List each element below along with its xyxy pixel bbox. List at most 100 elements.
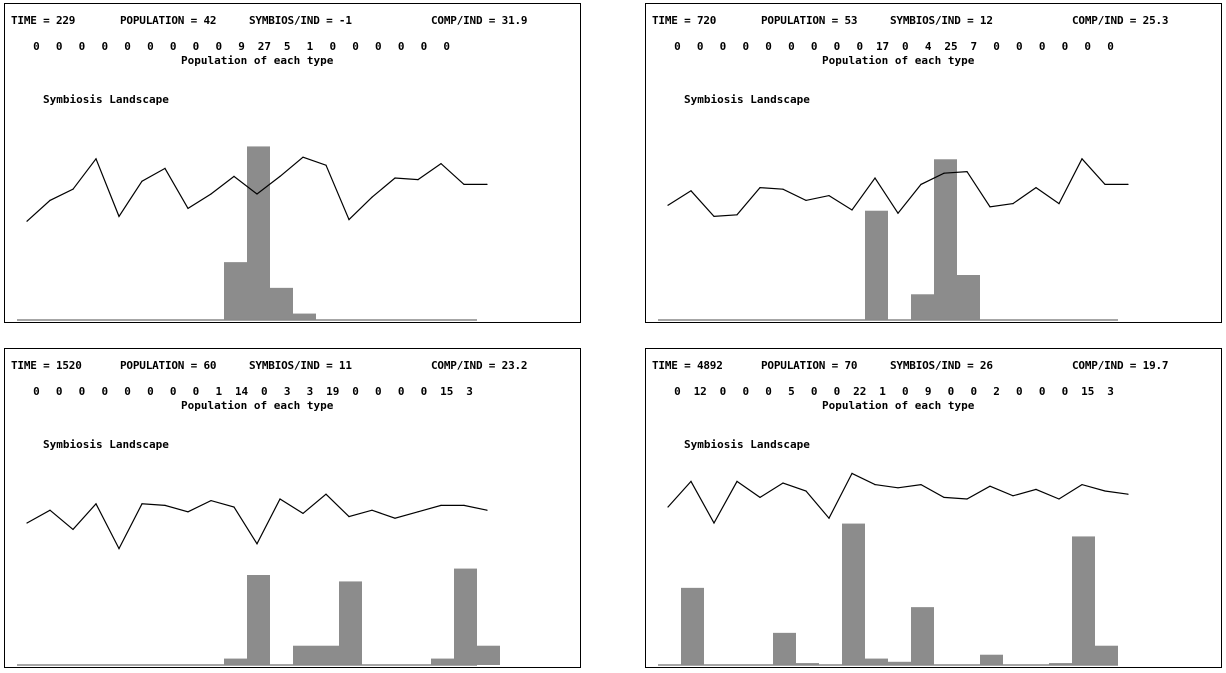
landscape-point: [989, 485, 991, 487]
population-count: 0: [215, 40, 223, 53]
symbios-readout: SYMBIOS/IND = 26: [890, 359, 993, 372]
landscape-point: [371, 196, 373, 198]
landscape-point: [486, 509, 488, 511]
landscape-point: [417, 511, 419, 513]
population-count: 0: [124, 40, 131, 53]
population-count: 0: [397, 385, 405, 398]
population-count: 0: [169, 385, 177, 398]
landscape-point: [897, 487, 899, 489]
population-count: 9: [238, 40, 245, 53]
landscape-point: [1012, 203, 1014, 205]
population-count: 0: [833, 40, 841, 53]
landscape-point: [736, 480, 738, 482]
landscape-title: Symbiosis Landscape: [684, 438, 810, 451]
population-bar: [477, 645, 500, 665]
population-count: 5: [788, 385, 795, 398]
population-readout: POPULATION = 42: [120, 14, 217, 27]
population-count: 3: [283, 385, 291, 398]
landscape-point: [966, 498, 968, 500]
population-count: 7: [970, 40, 978, 53]
population-count: 25: [944, 40, 958, 53]
landscape-point: [233, 506, 235, 508]
population-count: 0: [902, 385, 909, 398]
population-count: 0: [696, 40, 704, 53]
landscape-point: [943, 496, 945, 498]
landscape-point: [256, 543, 258, 545]
population-count: 0: [810, 40, 818, 53]
landscape-title: Symbiosis Landscape: [684, 93, 810, 106]
landscape-point: [49, 199, 51, 201]
population-bar: [796, 663, 819, 665]
population-bar: [224, 262, 247, 320]
population-count: 0: [261, 385, 268, 398]
landscape-chart: [658, 472, 1129, 666]
population-counts: 0 0 0 0 0 0 0 0 0 9 27 5 1 0 0 0 0 0 0: [25, 40, 458, 53]
landscape-point: [440, 504, 442, 506]
population-counts: 0 0 0 0 0 0 0 0 0 17 0 4 25 7 0 0 0 0 0 0: [666, 40, 1122, 53]
population-count: 0: [192, 385, 200, 398]
landscape-line: [667, 157, 1128, 218]
landscape-point: [164, 504, 166, 506]
population-count: 0: [1016, 385, 1023, 398]
population-count: 0: [101, 40, 109, 53]
population-count: 0: [78, 40, 86, 53]
landscape-point: [989, 206, 991, 208]
landscape-point: [805, 490, 807, 492]
landscape-point: [1035, 187, 1037, 189]
landscape-point: [233, 175, 235, 177]
landscape-point: [920, 484, 922, 486]
landscape-point: [440, 163, 442, 165]
landscape-point: [26, 220, 28, 222]
landscape-point: [95, 503, 97, 505]
population-count: 12: [693, 385, 707, 398]
landscape-chart: [658, 157, 1129, 321]
population-bar: [911, 294, 934, 320]
population-count: 0: [674, 385, 681, 398]
landscape-point: [1127, 493, 1129, 495]
landscape-point: [920, 183, 922, 185]
population-counts: 0 0 0 0 0 0 0 0 1 14 0 3 3 19 0 0 0 0 15 3: [25, 385, 481, 398]
population-count: 0: [443, 40, 451, 53]
landscape-point: [828, 195, 830, 197]
landscape-point: [371, 509, 373, 511]
landscape-point: [713, 215, 715, 217]
population-count: 15: [440, 385, 454, 398]
landscape-point: [1012, 495, 1014, 497]
landscape-point: [463, 504, 465, 506]
population-bar: [773, 632, 796, 665]
landscape-point: [874, 177, 876, 179]
population-count: 0: [856, 40, 864, 53]
population-count: 0: [147, 385, 154, 398]
population-count: 1: [215, 385, 223, 398]
landscape-point: [1081, 158, 1083, 160]
landscape-point: [72, 528, 74, 530]
landscape-line: [26, 493, 488, 550]
landscape-point: [805, 199, 807, 201]
population-bar: [865, 658, 888, 665]
landscape-point: [1081, 484, 1083, 486]
landscape-point: [325, 164, 327, 166]
population-bar: [911, 607, 934, 665]
population-count: 19: [326, 385, 340, 398]
population-bar: [888, 661, 911, 665]
population-bar: [1072, 536, 1095, 665]
population-count: 0: [719, 40, 727, 53]
landscape-point: [690, 480, 692, 482]
population-count: 27: [257, 40, 271, 53]
landscape-point: [713, 522, 715, 524]
comp-readout: COMP/IND = 19.7: [1072, 359, 1169, 372]
population-bar: [454, 568, 477, 665]
population-bar: [224, 658, 247, 665]
landscape-point: [118, 215, 120, 217]
landscape-point: [1058, 498, 1060, 500]
population-count: 1: [306, 40, 314, 53]
landscape-point: [1104, 490, 1106, 492]
population-count: 0: [1016, 40, 1023, 53]
landscape-point: [1058, 203, 1060, 205]
landscape-point: [187, 511, 189, 513]
population-count: 0: [833, 385, 841, 398]
population-count: 0: [1084, 40, 1092, 53]
landscape-point: [690, 190, 692, 192]
population-count: 0: [352, 385, 359, 398]
population-bar: [293, 313, 316, 320]
